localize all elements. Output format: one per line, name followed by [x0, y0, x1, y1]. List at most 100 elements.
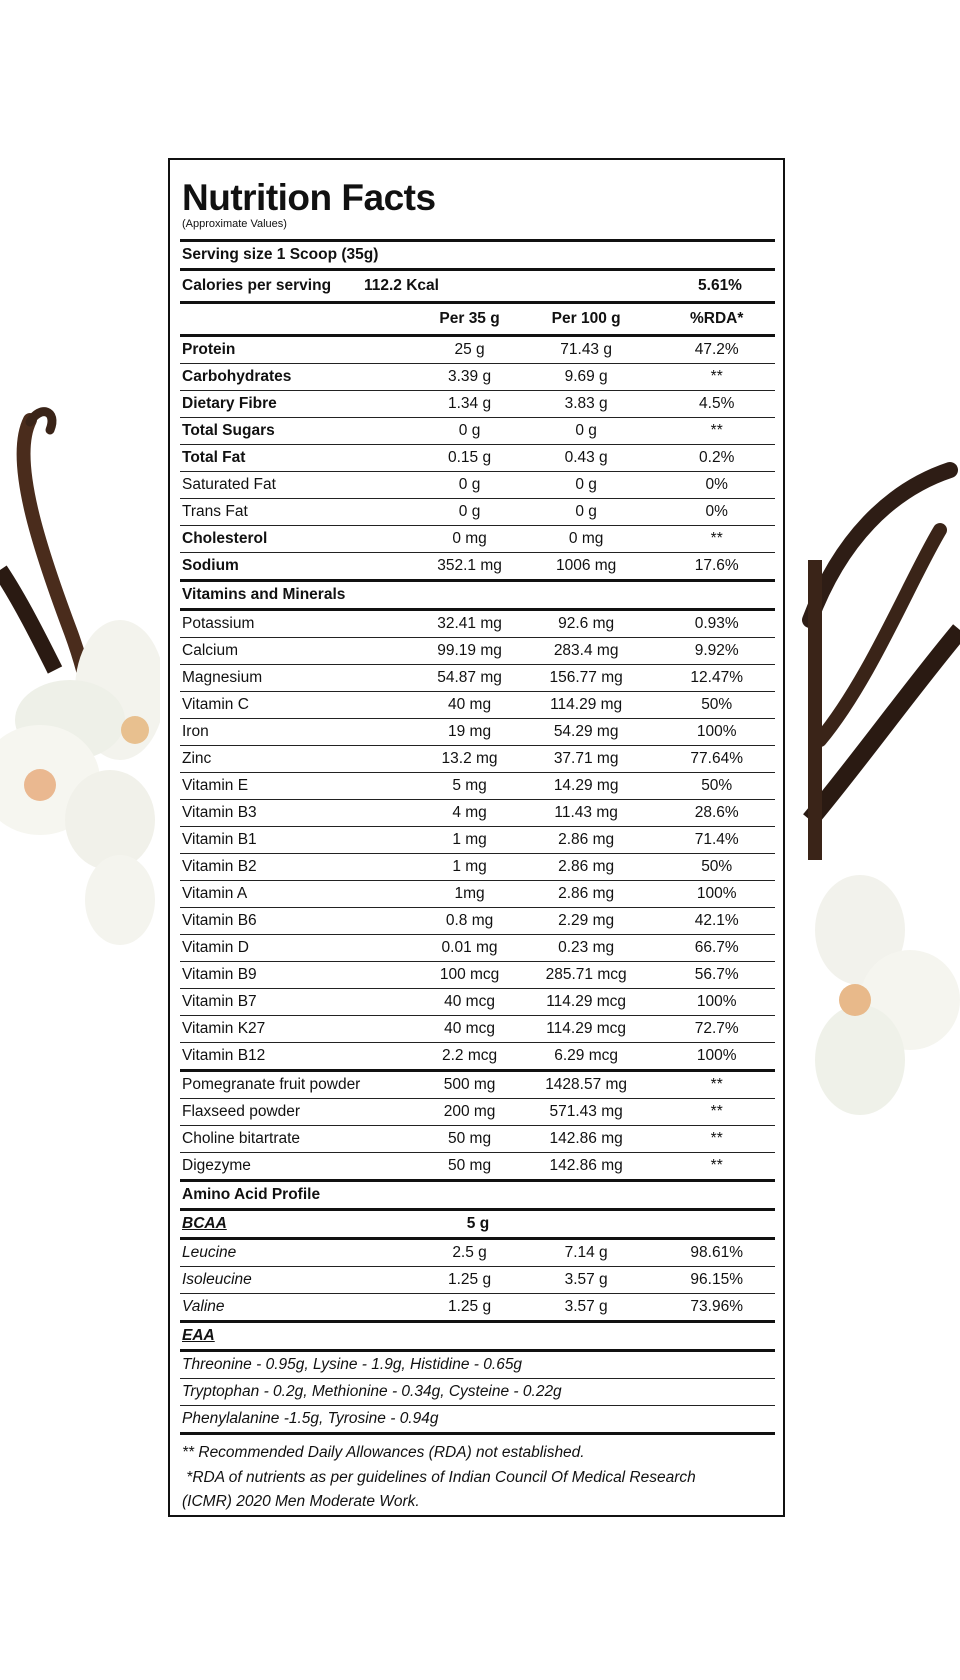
nutrient-name: Vitamin B9 — [182, 966, 257, 983]
nutrient-name: Carbohydrates — [182, 368, 292, 385]
per-100g-value: 2.29 mg — [558, 912, 615, 929]
per-100g-value: 283.4 mg — [553, 642, 619, 659]
table-row: Vitamin E 5 mg 14.29 mg 50% — [180, 773, 775, 800]
table-row: Vitamin K27 40 mcg 114.29 mcg 72.7% — [180, 1016, 775, 1043]
eaa-label-row: EAA — [180, 1323, 775, 1352]
rda-value: 100% — [696, 723, 737, 740]
eaa-line-row: Tryptophan - 0.2g, Methionine - 0.34g, C… — [180, 1379, 775, 1406]
panel-title: Nutrition Facts — [182, 177, 436, 218]
per-100g-value: 2.86 mg — [558, 858, 615, 875]
footnote: *RDA of nutrients as per guidelines of I… — [182, 1468, 696, 1486]
rda-value: 47.2% — [694, 341, 739, 358]
rda-value: 77.64% — [690, 750, 743, 767]
nutrient-name: Vitamin B1 — [182, 831, 257, 848]
per-35g-value: 2.2 mcg — [441, 1047, 498, 1064]
per-35g-value: 0 g — [458, 476, 481, 493]
table-row: Choline bitartrate 50 mg 142.86 mg ** — [180, 1126, 775, 1153]
per-100g-value: 92.6 mg — [558, 615, 615, 632]
column-header: %RDA* — [690, 310, 744, 327]
nutrient-name: Choline bitartrate — [182, 1130, 301, 1147]
rda-value: 50% — [701, 777, 733, 794]
nutrient-name: Valine — [182, 1298, 225, 1315]
serving-size: Serving size 1 Scoop (35g) — [182, 246, 379, 263]
rda-value: ** — [710, 368, 723, 385]
table-row: Vitamin B2 1 mg 2.86 mg 50% — [180, 854, 775, 881]
per-35g-value: 40 mcg — [444, 993, 495, 1010]
per-100g-value: 156.77 mg — [549, 669, 623, 686]
eaa-line: Threonine - 0.95g, Lysine - 1.9g, Histid… — [182, 1356, 523, 1373]
per-100g-value: 7.14 g — [564, 1244, 608, 1261]
per-35g-value: 1.25 g — [448, 1271, 492, 1288]
per-35g-value: 4 mg — [452, 804, 487, 821]
rda-value: 0.93% — [694, 615, 739, 632]
per-35g-value: 200 mg — [443, 1103, 496, 1120]
table-row: Vitamin D 0.01 mg 0.23 mg 66.7% — [180, 935, 775, 962]
nutrient-name: Total Fat — [182, 449, 246, 466]
approximate-values-note: (Approximate Values) — [182, 218, 287, 230]
rda-value: 12.47% — [690, 669, 743, 686]
column-header: Per 35 g — [439, 310, 500, 327]
rda-value: ** — [710, 530, 723, 547]
per-35g-value: 2.5 g — [452, 1244, 487, 1261]
per-100g-value: 285.71 mcg — [545, 966, 627, 983]
per-35g-value: 500 mg — [443, 1076, 496, 1093]
per-100g-value: 2.86 mg — [558, 885, 615, 902]
per-100g-value: 0 g — [575, 422, 597, 439]
rda-value: 9.92% — [694, 642, 739, 659]
nutrient-name: Vitamin B3 — [182, 804, 257, 821]
per-35g-value: 0.01 mg — [441, 939, 498, 956]
table-row: Magnesium 54.87 mg 156.77 mg 12.47% — [180, 665, 775, 692]
amino-acid-heading-row: Amino Acid Profile — [180, 1182, 775, 1211]
table-row: Carbohydrates 3.39 g 9.69 g ** — [180, 364, 775, 391]
rda-value: 98.61% — [690, 1244, 743, 1261]
per-100g-value: 3.57 g — [564, 1271, 608, 1288]
nutrient-name: Vitamin B7 — [182, 993, 257, 1010]
rda-value: 0% — [705, 503, 728, 520]
per-100g-value: 0 mg — [568, 530, 604, 547]
nutrient-name: Isoleucine — [182, 1271, 252, 1288]
table-row: Digezyme 50 mg 142.86 mg ** — [180, 1153, 775, 1182]
per-100g-value: 3.57 g — [564, 1298, 608, 1315]
nutrient-name: Vitamin B6 — [182, 912, 257, 929]
per-100g-value: 2.86 mg — [558, 831, 615, 848]
nutrition-facts-panel: Nutrition Facts (Approximate Values) Ser… — [168, 158, 785, 1517]
bcaa-total: 5 g — [466, 1215, 490, 1232]
calories-row: Calories per serving 112.2 Kcal 5.61% — [180, 271, 775, 304]
footnote: ** Recommended Daily Allowances (RDA) no… — [182, 1444, 585, 1461]
table-row: Pomegranate fruit powder 500 mg 1428.57 mg… — [180, 1072, 775, 1099]
per-35g-value: 13.2 mg — [441, 750, 498, 767]
rda-value: ** — [710, 1076, 723, 1093]
table-row: Iron 19 mg 54.29 mg 100% — [180, 719, 775, 746]
table-row: Dietary Fibre 1.34 g 3.83 g 4.5% — [180, 391, 775, 418]
per-35g-value: 0 g — [458, 422, 481, 439]
rda-value: 4.5% — [699, 395, 735, 412]
nutrient-name: Saturated Fat — [182, 476, 276, 493]
calories-rda: 5.61% — [698, 277, 742, 294]
nutrient-name: Digezyme — [182, 1157, 251, 1174]
per-35g-value: 25 g — [454, 341, 485, 358]
rda-value: 0% — [705, 476, 728, 493]
per-35g-value: 19 mg — [448, 723, 492, 740]
rda-value: 71.4% — [694, 831, 739, 848]
nutrient-name: Leucine — [182, 1244, 237, 1261]
table-row: Protein 25 g 71.43 g 47.2% — [180, 337, 775, 364]
table-row: Calcium 99.19 mg 283.4 mg 9.92% — [180, 638, 775, 665]
footnote: (ICMR) 2020 Men Moderate Work. — [182, 1493, 420, 1510]
table-row: Valine 1.25 g 3.57 g 73.96% — [180, 1294, 775, 1323]
per-100g-value: 114.29 mg — [550, 696, 623, 713]
rda-value: 17.6% — [694, 557, 739, 574]
per-35g-value: 40 mcg — [444, 1020, 495, 1037]
rda-value: 96.15% — [690, 1271, 743, 1288]
table-row: Potassium 32.41 mg 92.6 mg 0.93% — [180, 611, 775, 638]
table-row: Vitamin B9 100 mcg 285.71 mcg 56.7% — [180, 962, 775, 989]
calories-label: Calories per serving — [182, 277, 332, 294]
nutrient-name: Cholesterol — [182, 530, 268, 547]
rda-value: 56.7% — [694, 966, 739, 983]
nutrient-name: Vitamin C — [182, 696, 249, 713]
table-row: Trans Fat 0 g 0 g 0% — [180, 499, 775, 526]
per-100g-value: 1428.57 mg — [545, 1076, 628, 1093]
table-row: Vitamin B12 2.2 mcg 6.29 mcg 100% — [180, 1043, 775, 1072]
table-row: Vitamin A 1mg 2.86 mg 100% — [180, 881, 775, 908]
nutrient-name: Iron — [182, 723, 209, 740]
per-100g-value: 0.43 g — [564, 449, 608, 466]
